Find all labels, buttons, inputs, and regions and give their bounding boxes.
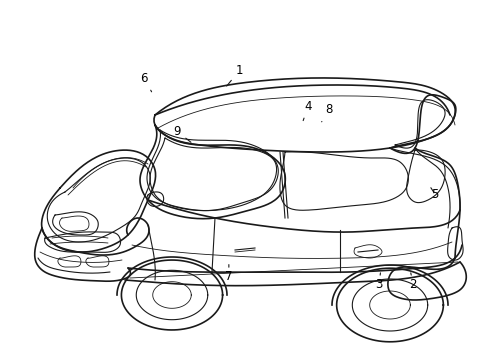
- Text: 4: 4: [303, 100, 311, 121]
- Text: 2: 2: [408, 273, 416, 291]
- Text: 1: 1: [226, 64, 243, 86]
- Text: 3: 3: [374, 273, 382, 291]
- Text: 8: 8: [321, 103, 332, 122]
- Text: 6: 6: [140, 72, 151, 92]
- Text: 5: 5: [430, 188, 438, 201]
- Text: 9: 9: [173, 125, 191, 142]
- Text: 7: 7: [224, 265, 232, 283]
